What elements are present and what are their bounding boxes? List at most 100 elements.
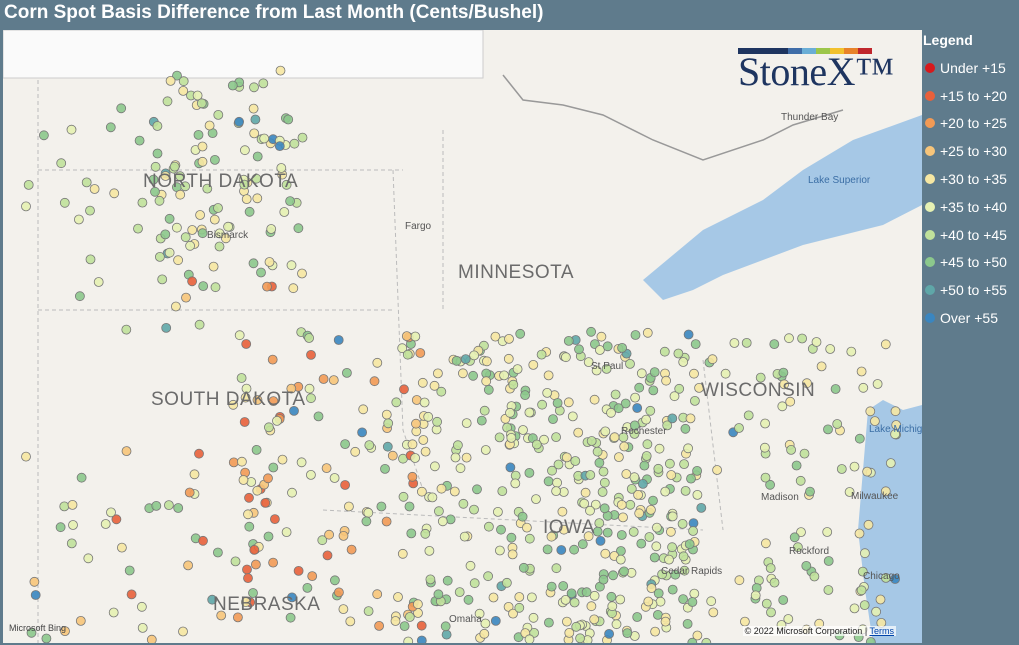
site-dot (85, 254, 96, 265)
site-dot (537, 399, 547, 410)
site-dot (194, 448, 204, 459)
site-dot (642, 439, 653, 450)
legend-label: +35 to +40 (940, 198, 1007, 215)
site-dot (450, 452, 461, 463)
site-dot (404, 501, 415, 512)
site-dot (66, 538, 77, 549)
site-dot (506, 532, 517, 543)
map[interactable]: NORTH DAKOTA MINNESOTA SOUTH DAKOTA WISCONS… (3, 30, 922, 643)
legend-item[interactable]: Under +15 (923, 54, 1019, 82)
site-dot (469, 578, 480, 589)
site-dot (29, 576, 40, 587)
site-dot (666, 526, 676, 537)
site-dot (863, 519, 874, 530)
site-dot (734, 575, 745, 586)
site-dot (436, 483, 447, 494)
site-dot (734, 423, 744, 433)
site-dot (522, 522, 532, 533)
site-dot (581, 587, 592, 598)
site-dot (175, 189, 186, 200)
site-dot (760, 442, 770, 453)
site-dot (490, 616, 501, 626)
site-dot (160, 229, 171, 240)
site-dot (860, 548, 870, 559)
site-dot (242, 564, 252, 575)
site-dot (357, 427, 368, 438)
legend-title: Legend (923, 32, 973, 48)
site-dot (795, 475, 806, 486)
site-dot (209, 214, 220, 225)
legend-item[interactable]: +25 to +30 (923, 137, 1019, 165)
site-dot (652, 522, 662, 533)
site-dot (175, 171, 186, 182)
site-dot (524, 407, 535, 418)
site-dot (402, 349, 413, 360)
site-dot (173, 503, 184, 513)
site-dot (121, 446, 132, 457)
site-dot (407, 471, 418, 482)
site-dot (741, 337, 752, 348)
site-dot (595, 345, 605, 355)
site-dot (136, 601, 147, 612)
site-dot (74, 214, 84, 225)
site-dot (606, 407, 616, 418)
site-dot (673, 348, 684, 359)
legend-item[interactable]: +50 to +55 (923, 276, 1019, 304)
site-dot (483, 384, 494, 395)
legend-item[interactable]: +30 to +35 (923, 165, 1019, 193)
site-dot (227, 80, 238, 91)
site-dot (778, 595, 789, 605)
site-dot (517, 511, 528, 522)
site-dot (630, 330, 641, 340)
site-dot (856, 366, 867, 377)
site-dot (449, 486, 460, 497)
site-dot (244, 206, 255, 217)
legend-item[interactable]: +35 to +40 (923, 193, 1019, 221)
site-dot (755, 372, 766, 383)
site-dot (597, 487, 608, 497)
site-dot (76, 472, 87, 483)
site-dot (492, 506, 503, 517)
legend-item[interactable]: +45 to +50 (923, 249, 1019, 277)
site-dot (497, 486, 508, 497)
legend-item[interactable]: +40 to +45 (923, 221, 1019, 249)
site-dot (287, 487, 297, 498)
legend-item[interactable]: Over +55 (923, 304, 1019, 332)
site-dot (634, 508, 645, 519)
site-dot (169, 161, 180, 172)
bing-attribution: Microsoft Bing (9, 623, 67, 633)
site-dot (619, 566, 629, 577)
site-dot (184, 487, 195, 498)
site-dot (520, 390, 530, 401)
site-dot (260, 497, 271, 508)
site-dot (870, 416, 880, 427)
site-dot (333, 335, 344, 345)
legend-item[interactable]: +15 to +20 (923, 82, 1019, 110)
legend-item[interactable]: +20 to +25 (923, 110, 1019, 138)
site-dot (669, 391, 680, 402)
site-dot (524, 634, 535, 643)
site-dot (398, 491, 409, 502)
site-dot (626, 483, 637, 494)
site-dot (614, 452, 624, 463)
legend-label: +25 to +30 (940, 143, 1007, 160)
site-dot (505, 407, 515, 418)
site-dot (285, 196, 296, 207)
site-dot (670, 569, 681, 580)
legend-label: +40 to +45 (940, 226, 1007, 243)
site-dot (152, 121, 163, 131)
site-dot (649, 552, 660, 563)
site-dot (524, 467, 535, 478)
site-dot (596, 331, 607, 342)
terms-link[interactable]: Terms (869, 626, 895, 636)
site-dot (645, 405, 656, 416)
site-dot (674, 383, 685, 394)
site-dot (481, 356, 492, 367)
site-dot (600, 548, 611, 559)
site-dot (660, 486, 671, 497)
city-label: Milwaukee (851, 491, 899, 502)
site-dot (854, 528, 865, 539)
site-dot (761, 598, 772, 609)
site-dot (157, 274, 168, 285)
site-dot (849, 461, 860, 472)
